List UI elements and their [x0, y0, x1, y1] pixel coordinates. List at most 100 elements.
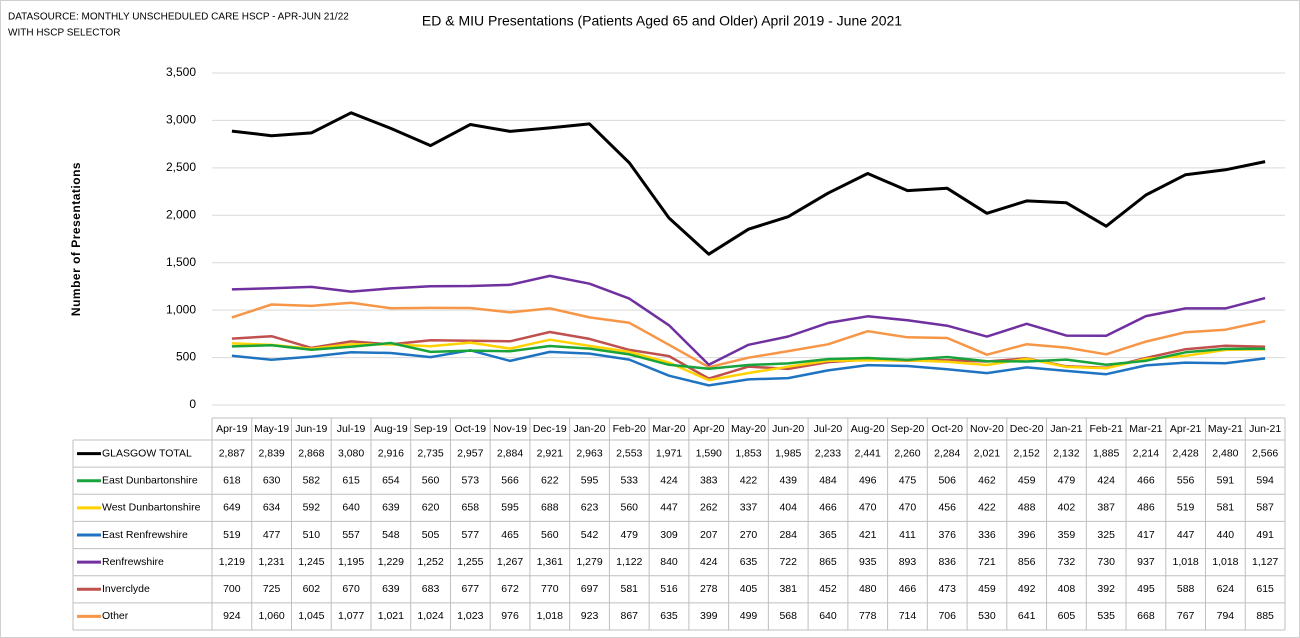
- table-value: 473: [938, 583, 956, 595]
- table-value: 505: [422, 529, 440, 541]
- table-value: 459: [978, 583, 996, 595]
- table-value: 2,884: [497, 447, 523, 459]
- table-value: 309: [660, 529, 678, 541]
- table-value: 456: [938, 502, 956, 514]
- table-value: 399: [700, 610, 718, 622]
- table-value: 542: [581, 529, 599, 541]
- table-value: 595: [581, 474, 599, 486]
- table-value: 1,077: [338, 610, 364, 622]
- table-value: 605: [1058, 610, 1076, 622]
- table-value: 658: [462, 502, 480, 514]
- table-value: 402: [1058, 502, 1076, 514]
- table-value: 794: [1217, 610, 1235, 622]
- table-value: 725: [263, 583, 281, 595]
- table-value: 484: [819, 474, 837, 486]
- table-value: 840: [660, 556, 678, 568]
- table-value: 479: [1058, 474, 1076, 486]
- x-tick-label: Dec-19: [533, 423, 567, 435]
- table-value: 2,566: [1252, 447, 1278, 459]
- table-value: 2,887: [219, 447, 245, 459]
- table-value: 466: [1137, 474, 1155, 486]
- table-value: 462: [978, 474, 996, 486]
- table-value: 1,024: [417, 610, 443, 622]
- x-tick-label: Feb-20: [613, 423, 646, 435]
- table-value: 721: [978, 556, 996, 568]
- table-value: 381: [779, 583, 797, 595]
- legend-label: GLASGOW TOTAL: [102, 447, 192, 459]
- table-value: 440: [1217, 529, 1235, 541]
- table-value: 447: [660, 502, 678, 514]
- x-tick-label: May-20: [731, 423, 766, 435]
- table-value: 488: [1018, 502, 1036, 514]
- x-tick-label: Apr-20: [693, 423, 725, 435]
- table-value: 1,219: [219, 556, 245, 568]
- table-value: 365: [819, 529, 837, 541]
- table-value: 618: [223, 474, 241, 486]
- table-value: 714: [899, 610, 917, 622]
- table-value: 2,553: [616, 447, 642, 459]
- table-value: 516: [660, 583, 678, 595]
- table-value: 1,018: [1173, 556, 1199, 568]
- table-value: 408: [1058, 583, 1076, 595]
- table-value: 1,267: [497, 556, 523, 568]
- table-value: 672: [501, 583, 519, 595]
- table-value: 376: [938, 529, 956, 541]
- table-value: 582: [303, 474, 321, 486]
- table-value: 856: [1018, 556, 1036, 568]
- table-value: 670: [342, 583, 360, 595]
- table-value: 452: [819, 583, 837, 595]
- table-value: 2,260: [894, 447, 920, 459]
- table-value: 2,284: [934, 447, 960, 459]
- table-value: 359: [1058, 529, 1076, 541]
- table-value: 1,023: [457, 610, 483, 622]
- y-tick-label: 2,500: [166, 160, 196, 174]
- table-value: 480: [859, 583, 877, 595]
- table-value: 422: [740, 474, 758, 486]
- table-value: 325: [1097, 529, 1115, 541]
- x-tick-label: Sep-19: [414, 423, 448, 435]
- table-value: 683: [422, 583, 440, 595]
- table-value: 439: [779, 474, 797, 486]
- table-value: 1,245: [298, 556, 324, 568]
- table-value: 595: [501, 502, 519, 514]
- table-value: 411: [899, 529, 916, 541]
- table-value: 278: [700, 583, 718, 595]
- table-value: 2,957: [457, 447, 483, 459]
- x-tick-label: Mar-21: [1129, 423, 1162, 435]
- table-value: 284: [779, 529, 797, 541]
- series-line: [231, 349, 1266, 387]
- x-tick-label: Jul-19: [337, 423, 366, 435]
- table-value: 1,060: [258, 610, 284, 622]
- table-value: 924: [223, 610, 241, 622]
- table-value: 424: [700, 556, 718, 568]
- table-value: 568: [779, 610, 797, 622]
- x-tick-label: Feb-21: [1090, 423, 1123, 435]
- table-value: 2,233: [815, 447, 841, 459]
- table-value: 615: [342, 474, 360, 486]
- table-value: 630: [263, 474, 281, 486]
- table-value: 465: [501, 529, 519, 541]
- table-value: 1,279: [576, 556, 602, 568]
- table-value: 634: [263, 502, 281, 514]
- chart-title: ED & MIU Presentations (Patients Aged 65…: [422, 13, 902, 29]
- x-tick-label: Sep-20: [891, 423, 925, 435]
- table-value: 2,921: [537, 447, 563, 459]
- table-value: 404: [779, 502, 797, 514]
- table-value: 2,839: [258, 447, 284, 459]
- x-tick-label: May-19: [254, 423, 289, 435]
- table-value: 1,255: [457, 556, 483, 568]
- x-tick-label: Jan-20: [573, 423, 605, 435]
- table-value: 491: [1256, 529, 1274, 541]
- table-value: 533: [621, 474, 639, 486]
- x-tick-label: Apr-19: [216, 423, 248, 435]
- table-value: 635: [660, 610, 678, 622]
- table-value: 640: [342, 502, 360, 514]
- table-value: 668: [1137, 610, 1155, 622]
- table-value: 620: [422, 502, 440, 514]
- table-value: 923: [581, 610, 599, 622]
- table-value: 492: [1018, 583, 1036, 595]
- x-tick-label: Jun-19: [295, 423, 327, 435]
- table-value: 2,214: [1133, 447, 1159, 459]
- series-line: [231, 274, 1266, 367]
- table-value: 475: [899, 474, 917, 486]
